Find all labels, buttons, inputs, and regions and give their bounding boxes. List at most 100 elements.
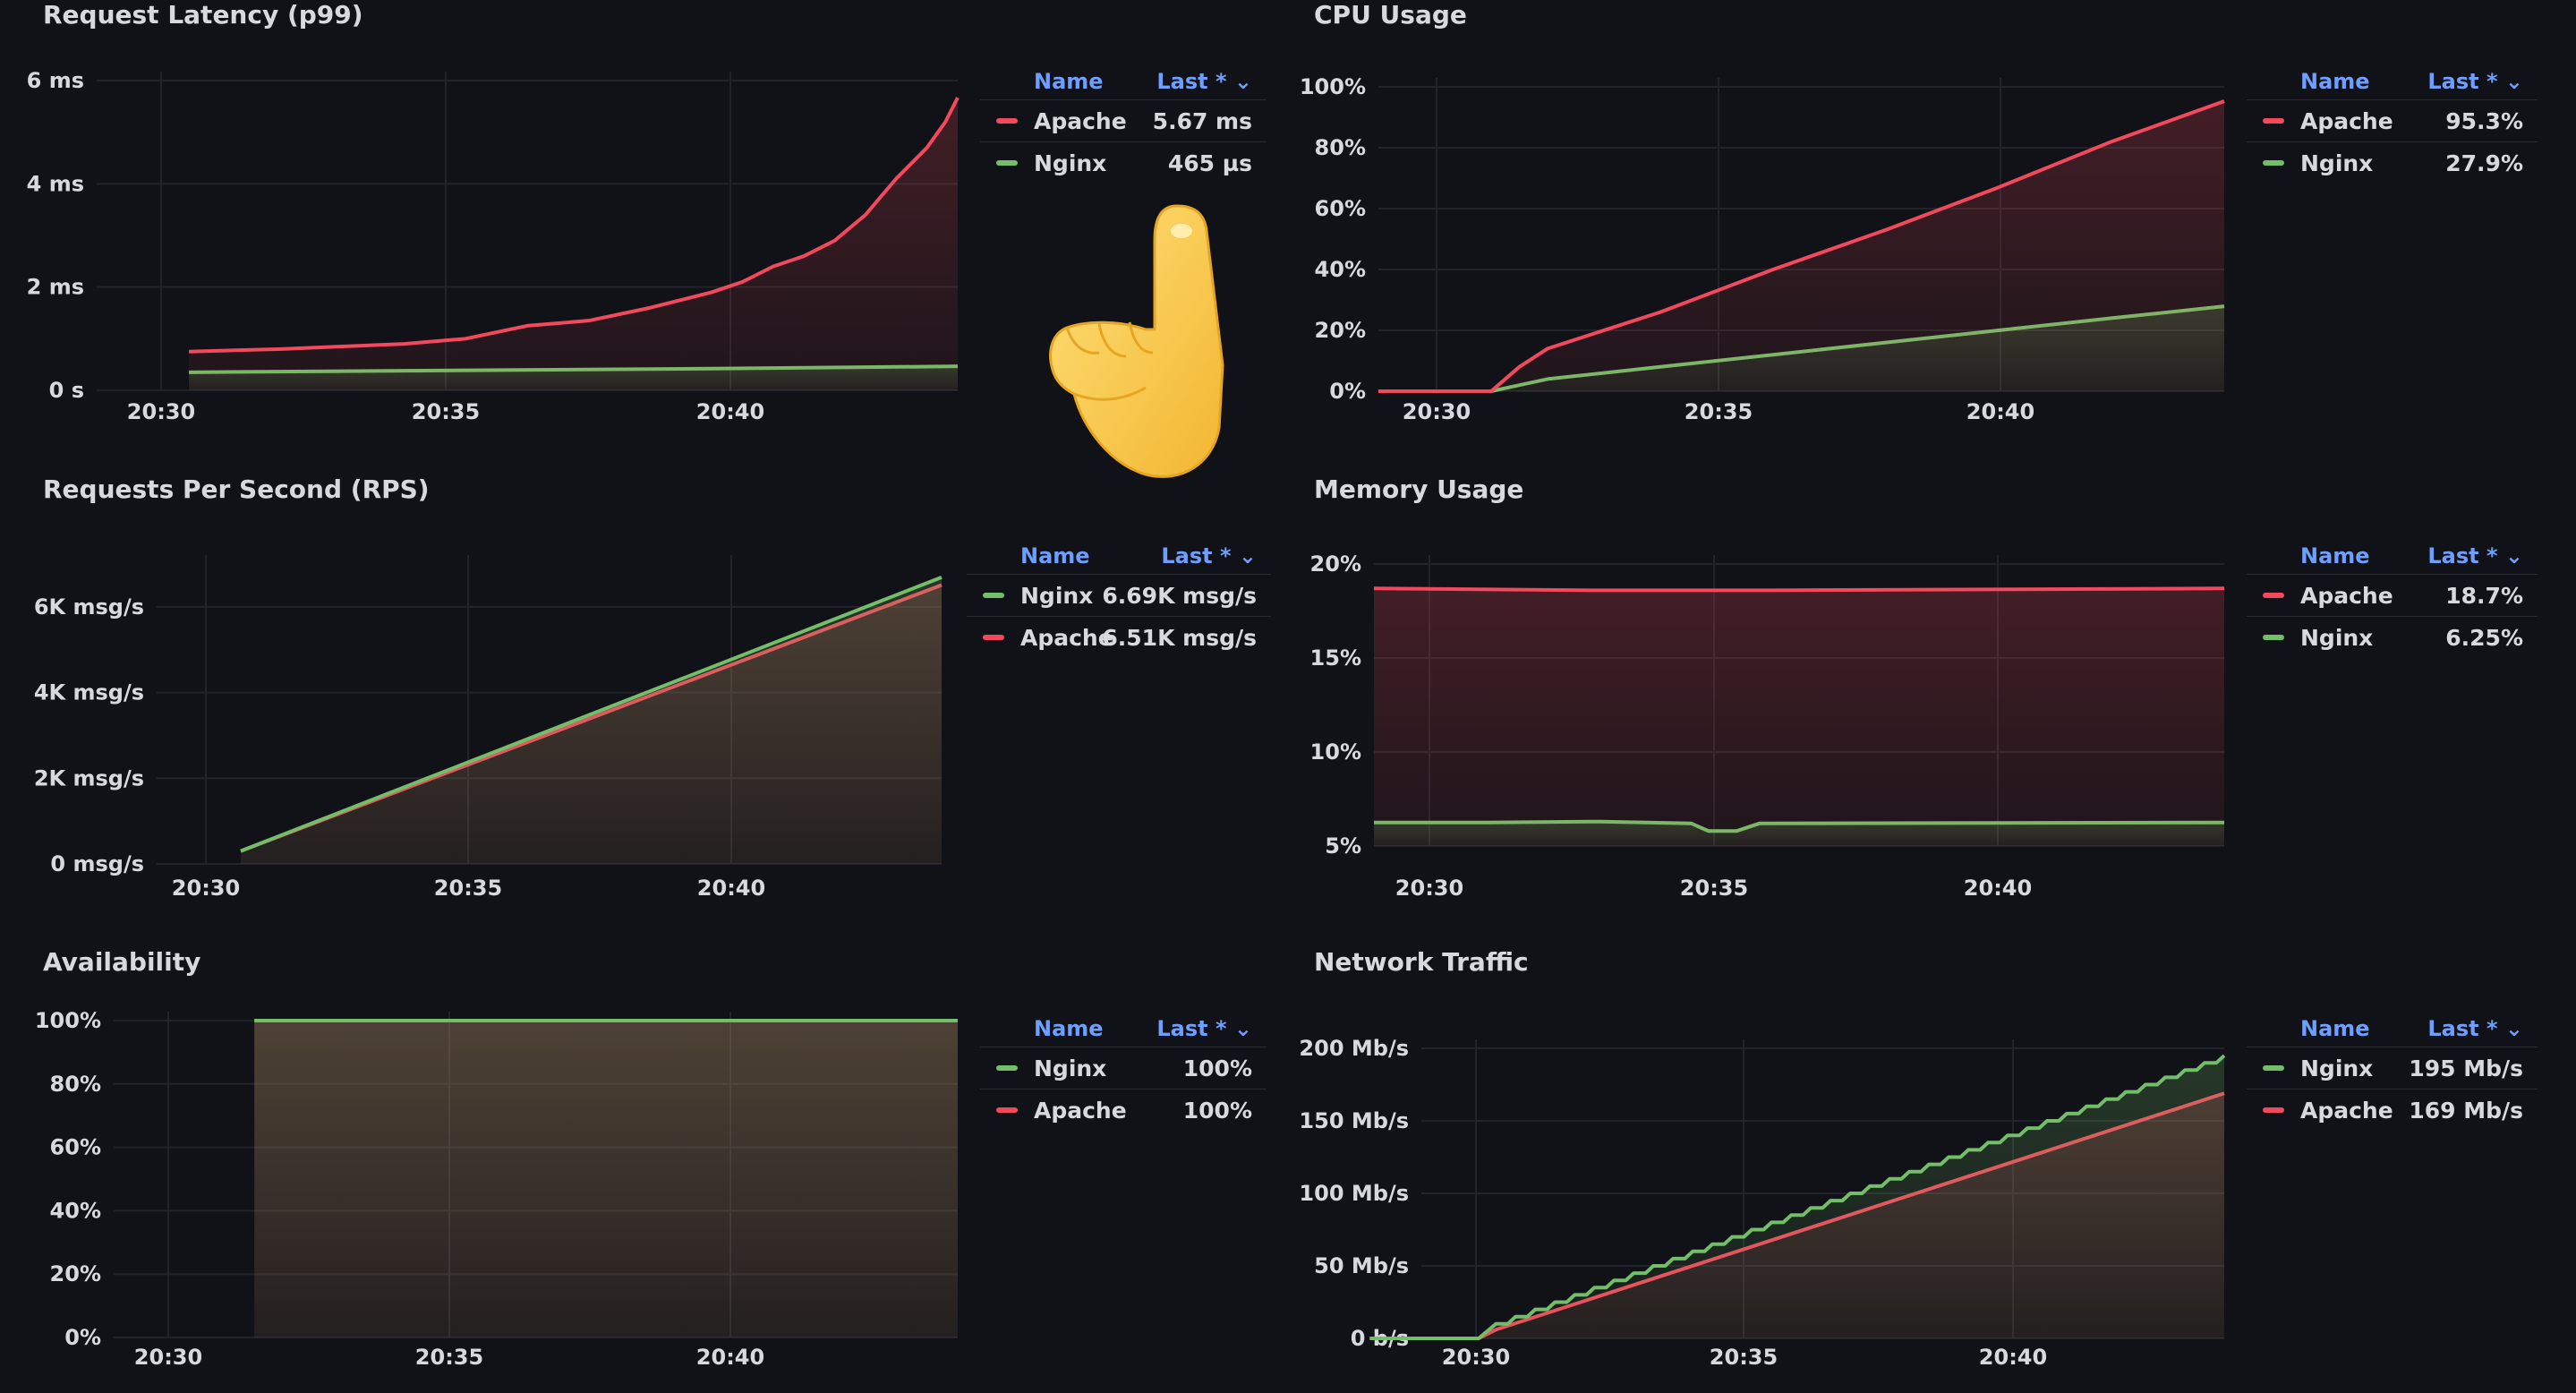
legend-last-header[interactable]: Last * ⌄: [2427, 69, 2523, 94]
y-tick-label: 150 Mb/s: [1299, 1108, 1409, 1133]
legend-value: 5.67 ms: [1152, 108, 1252, 134]
legend-last-header[interactable]: Last * ⌄: [1156, 69, 1252, 94]
series-line-apache[interactable]: [1378, 99, 2225, 393]
y-tick-label: 80%: [50, 1072, 101, 1097]
x-tick-label: 20:35: [415, 1345, 483, 1370]
legend-swatch: [2263, 635, 2284, 640]
legend-cpu-usage: Name Last * ⌄ Apache 95.3% Nginx 27.9%: [2247, 58, 2538, 184]
y-tick-label: 20%: [50, 1261, 101, 1286]
y-tick-label: 4 ms: [27, 171, 84, 196]
legend-item-apache[interactable]: Apache 100%: [980, 1089, 1267, 1131]
y-tick-label: 15%: [1310, 645, 1361, 671]
legend-swatch: [996, 1065, 1018, 1071]
y-tick-label: 40%: [50, 1198, 101, 1223]
legend-item-apache[interactable]: Apache 6.51K msg/s: [967, 616, 1271, 658]
legend-header: Name Last * ⌄: [980, 1005, 1267, 1047]
panel-title: CPU Usage: [1314, 0, 1467, 30]
y-tick-label: 60%: [1315, 196, 1366, 221]
panel-requests-per-second: Requests Per Second (RPS) 0 msg/s 2K msg/…: [0, 474, 1280, 940]
x-tick-label: 20:35: [1685, 399, 1753, 424]
legend-value: 169 Mb/s: [2409, 1098, 2523, 1124]
legend-swatch: [983, 593, 1004, 598]
series-line-nginx[interactable]: [1369, 1054, 2226, 1340]
x-tick-label: 20:35: [434, 876, 502, 901]
chart-request-latency: 0 s 2 ms 4 ms 6 ms 20:30 20:35 20:40: [27, 68, 960, 424]
legend-swatch: [2263, 593, 2284, 598]
legend-name-header[interactable]: Name: [2300, 543, 2370, 568]
x-tick-label: 20:40: [1966, 399, 2034, 424]
series-line-apache[interactable]: [189, 97, 960, 354]
y-tick-label: 6K msg/s: [34, 594, 144, 620]
panel-network-traffic: Network Traffic 0 b/s 50 Mb/s 100 Mb/s 150 …: [1271, 947, 2576, 1393]
legend-last-header[interactable]: Last * ⌄: [1161, 543, 1257, 568]
legend-value: 95.3%: [2445, 108, 2523, 134]
series-area-nginx: [240, 577, 942, 864]
panel-title: Requests Per Second (RPS): [43, 474, 430, 504]
x-tick-label: 20:40: [1979, 1345, 2047, 1370]
legend-last-header[interactable]: Last * ⌄: [1156, 1016, 1252, 1041]
legend-label: Nginx: [1034, 1055, 1107, 1081]
chart-availability: 0% 20% 40% 60% 80% 100% 20:30 20:35 20:40: [35, 1008, 959, 1370]
legend-header: Name Last * ⌄: [967, 533, 1271, 574]
legend-name-header[interactable]: Name: [2300, 69, 2370, 94]
series-line-nginx[interactable]: [240, 575, 943, 853]
legend-swatch: [2263, 1065, 2284, 1071]
legend-item-nginx[interactable]: Nginx 6.69K msg/s: [967, 574, 1271, 616]
legend-last-header[interactable]: Last * ⌄: [2427, 1016, 2523, 1041]
legend-item-apache[interactable]: Apache 95.3%: [2247, 99, 2538, 141]
series-area-nginx: [254, 1021, 959, 1337]
legend-item-nginx[interactable]: Nginx 27.9%: [2247, 141, 2538, 184]
x-tick-label: 20:40: [697, 876, 765, 901]
legend-header: Name Last * ⌄: [2247, 1005, 2538, 1047]
legend-value: 6.25%: [2445, 625, 2523, 651]
y-tick-label: 50 Mb/s: [1314, 1253, 1409, 1278]
y-tick-label: 0%: [1329, 379, 1366, 404]
legend-item-nginx[interactable]: Nginx 100%: [980, 1047, 1267, 1089]
y-tick-label: 40%: [1315, 257, 1366, 282]
legend-value: 195 Mb/s: [2409, 1055, 2523, 1081]
legend-label: Nginx: [2300, 1055, 2374, 1081]
legend-name-header[interactable]: Name: [2300, 1016, 2370, 1041]
x-tick-label: 20:40: [696, 1345, 764, 1370]
panel-availability: Availability 0% 20% 40% 60% 80% 100% 20:30 20:3…: [0, 947, 1280, 1393]
legend-requests-per-second: Name Last * ⌄ Nginx 6.69K msg/s Apache 6.51K …: [967, 533, 1271, 658]
legend-item-nginx[interactable]: Nginx 6.25%: [2247, 616, 2538, 658]
x-tick-label: 20:35: [412, 399, 480, 424]
x-tick-label: 20:30: [127, 399, 195, 424]
x-tick-label: 20:35: [1710, 1345, 1778, 1370]
legend-item-apache[interactable]: Apache 5.67 ms: [980, 99, 1267, 141]
legend-availability: Name Last * ⌄ Nginx 100% Apache 100%: [980, 1005, 1267, 1131]
legend-item-nginx[interactable]: Nginx 195 Mb/s: [2247, 1047, 2538, 1089]
legend-value: 465 µs: [1167, 150, 1252, 176]
panel-cpu-usage: CPU Usage 0% 20% 40% 60% 80% 100% 20:30 20:35 20…: [1271, 0, 2576, 466]
pointing-up-hand-icon: [1049, 204, 1224, 478]
legend-label: Nginx: [2300, 625, 2374, 651]
legend-network-traffic: Name Last * ⌄ Nginx 195 Mb/s Apache 169 Mb/s: [2247, 1005, 2538, 1131]
y-tick-label: 10%: [1310, 739, 1361, 765]
legend-name-header[interactable]: Name: [1034, 69, 1104, 94]
legend-item-apache[interactable]: Apache 169 Mb/s: [2247, 1089, 2538, 1131]
x-tick-label: 20:40: [1964, 876, 2032, 901]
y-tick-label: 5%: [1325, 833, 1361, 859]
legend-value: 100%: [1182, 1055, 1252, 1081]
y-tick-label: 6 ms: [27, 68, 84, 93]
legend-last-header[interactable]: Last * ⌄: [2427, 543, 2523, 568]
legend-name-header[interactable]: Name: [1020, 543, 1090, 568]
series-line-apache[interactable]: [1373, 586, 2225, 593]
y-tick-label: 60%: [50, 1135, 101, 1160]
y-tick-label: 4K msg/s: [34, 680, 144, 705]
legend-memory-usage: Name Last * ⌄ Apache 18.7% Nginx 6.25%: [2247, 533, 2538, 658]
y-tick-label: 20%: [1315, 318, 1366, 343]
legend-item-apache[interactable]: Apache 18.7%: [2247, 574, 2538, 616]
panel-request-latency: Request Latency (p99) 0 s 2 ms 4 ms 6 ms 20:…: [0, 0, 1280, 466]
y-tick-label: 100 Mb/s: [1299, 1181, 1409, 1206]
legend-swatch: [2263, 118, 2284, 124]
legend-name-header[interactable]: Name: [1034, 1016, 1104, 1041]
series-area-apache: [1378, 100, 2224, 391]
legend-header: Name Last * ⌄: [980, 58, 1267, 99]
legend-item-nginx[interactable]: Nginx 465 µs: [980, 141, 1267, 184]
legend-value: 27.9%: [2445, 150, 2523, 176]
legend-swatch: [996, 160, 1018, 166]
